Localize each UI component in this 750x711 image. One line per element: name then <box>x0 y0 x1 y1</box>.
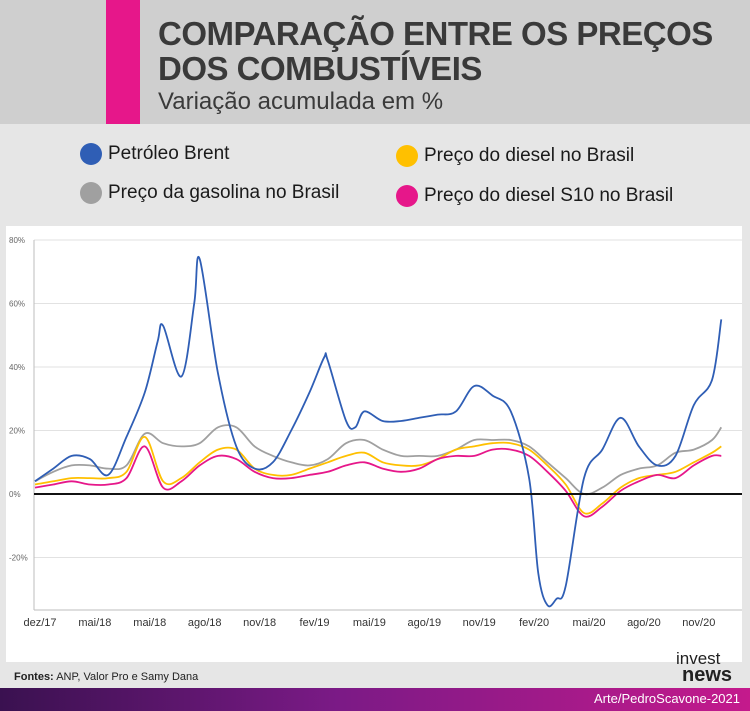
x-tick-label: ago/20 <box>627 617 661 629</box>
legend-dot-icon <box>80 143 102 165</box>
y-tick-label: 20% <box>9 427 25 436</box>
sources-text: ANP, Valor Pro e Samy Dana <box>56 671 199 683</box>
chart-title: COMPARAÇÃO ENTRE OS PREÇOS DOS COMBUSTÍV… <box>158 15 713 87</box>
legend-item-gasolina: Preço da gasolina no Brasil <box>80 182 339 204</box>
y-tick-label: 60% <box>9 300 25 309</box>
y-tick-label: 0% <box>9 490 21 499</box>
x-tick-label: dez/17 <box>23 617 56 629</box>
series-line-gasolina <box>34 424 723 496</box>
series-line-diesel-s10 <box>34 445 722 518</box>
x-tick-label: nov/19 <box>463 617 496 629</box>
legend-item-brent: Petróleo Brent <box>80 143 229 165</box>
footer-bar: Arte/PedroScavone-2021 <box>0 688 750 711</box>
x-tick-label: nov/20 <box>682 617 715 629</box>
y-tick-label: 40% <box>9 363 25 372</box>
x-tick-label: nov/18 <box>243 617 276 629</box>
x-tick-label: mai/18 <box>78 617 111 629</box>
x-tick-label: mai/20 <box>572 617 605 629</box>
sources-label: Fontes: <box>14 671 54 683</box>
series-line-diesel <box>34 436 722 515</box>
y-tick-label: 80% <box>9 236 25 245</box>
series-line-brent <box>34 255 723 608</box>
legend-item-diesel-s10: Preço do diesel S10 no Brasil <box>396 185 673 207</box>
legend-label: Preço do diesel S10 no Brasil <box>424 185 674 206</box>
chart-subtitle: Variação acumulada em % <box>158 88 444 115</box>
accent-bar <box>106 0 140 124</box>
logo-top-text: invest <box>676 649 721 668</box>
x-tick-label: ago/18 <box>188 617 222 629</box>
sources-note: Fontes: ANP, Valor Pro e Samy Dana <box>14 671 198 683</box>
x-tick-label: fev/19 <box>300 617 330 629</box>
legend-label: Preço da gasolina no Brasil <box>108 182 340 203</box>
legend-label: Preço do diesel no Brasil <box>424 145 635 166</box>
y-tick-label: -20% <box>9 554 28 563</box>
legend-dot-icon <box>396 185 418 207</box>
credit-text: Arte/PedroScavone-2021 <box>594 691 740 706</box>
investnews-logo: invest news <box>676 649 746 686</box>
legend-item-diesel: Preço do diesel no Brasil <box>396 145 634 167</box>
legend-dot-icon <box>396 145 418 167</box>
x-tick-label: mai/19 <box>353 617 386 629</box>
x-tick-label: mai/18 <box>133 617 166 629</box>
legend-label: Petróleo Brent <box>108 143 230 164</box>
x-tick-label: fev/20 <box>519 617 549 629</box>
x-tick-label: ago/19 <box>407 617 441 629</box>
logo-bottom-text: news <box>682 664 733 686</box>
legend-dot-icon <box>80 182 102 204</box>
